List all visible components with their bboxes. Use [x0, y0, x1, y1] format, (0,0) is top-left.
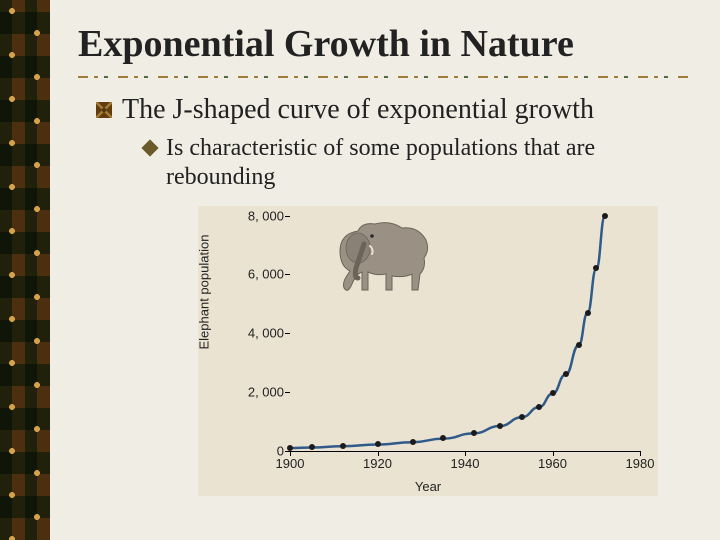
data-point — [519, 414, 525, 420]
y-tick-mark — [285, 216, 290, 217]
data-point — [375, 441, 381, 447]
y-tick-label: 2, 000 — [234, 384, 284, 399]
data-point — [536, 404, 542, 410]
x-axis-label: Year — [198, 479, 658, 494]
x-tick-label: 1900 — [276, 456, 305, 471]
data-point — [563, 371, 569, 377]
x-tick-label: 1980 — [626, 456, 655, 471]
data-point — [576, 342, 582, 348]
y-tick-label: 6, 000 — [234, 267, 284, 282]
plot-area: 02, 0004, 0006, 0008, 000190019201940196… — [290, 216, 640, 451]
slide-title: Exponential Growth in Nature — [78, 22, 692, 66]
bullet-1-text: The J-shaped curve of exponential growth — [122, 94, 594, 126]
slide-body: Exponential Growth in Nature The J-shape… — [50, 0, 720, 540]
y-tick-mark — [285, 274, 290, 275]
x-tick-label: 1920 — [363, 456, 392, 471]
bullet-icon — [96, 102, 112, 118]
data-point — [340, 443, 346, 449]
data-point — [550, 390, 556, 396]
elephant-icon — [330, 216, 440, 296]
data-point — [440, 435, 446, 441]
data-point — [410, 439, 416, 445]
data-point — [497, 423, 503, 429]
x-tick-mark — [465, 451, 466, 456]
data-point — [593, 265, 599, 271]
data-point — [585, 310, 591, 316]
data-point — [309, 444, 315, 450]
chart-container: Elephant population Year 02, 0004, 0006,… — [198, 206, 658, 496]
data-point — [287, 445, 293, 451]
data-point — [471, 430, 477, 436]
y-tick-mark — [285, 333, 290, 334]
bullet-2-text: Is characteristic of some populations th… — [166, 134, 692, 192]
y-tick-mark — [285, 392, 290, 393]
decorative-left-strip — [0, 0, 50, 540]
bullet-level-2: Is characteristic of some populations th… — [78, 134, 692, 192]
x-tick-mark — [553, 451, 554, 456]
data-point — [602, 213, 608, 219]
x-tick-mark — [378, 451, 379, 456]
title-divider — [78, 76, 692, 78]
y-axis-label: Elephant population — [197, 234, 212, 349]
x-tick-mark — [640, 451, 641, 456]
y-tick-label: 4, 000 — [234, 326, 284, 341]
bullet-level-1: The J-shaped curve of exponential growth — [78, 94, 692, 126]
x-tick-mark — [290, 451, 291, 456]
sub-bullet-icon — [142, 140, 159, 157]
x-tick-label: 1940 — [451, 456, 480, 471]
x-tick-label: 1960 — [538, 456, 567, 471]
y-tick-label: 8, 000 — [234, 208, 284, 223]
